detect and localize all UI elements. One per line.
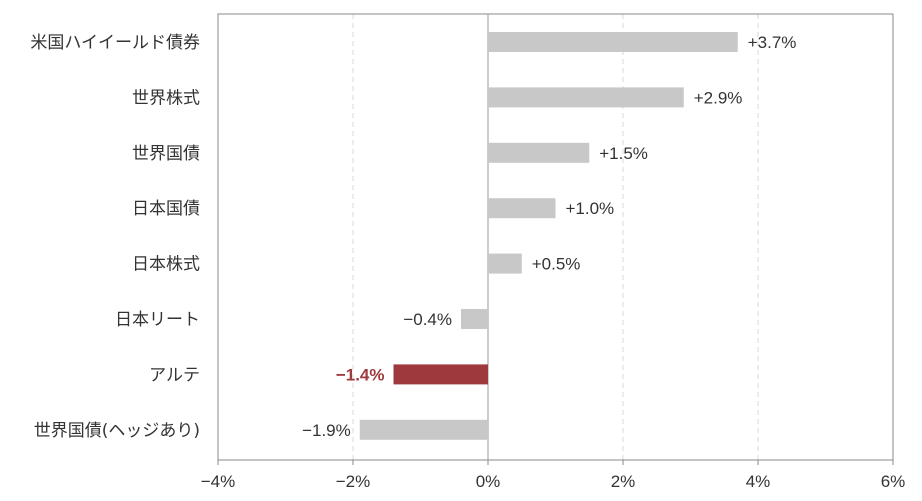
data-label: +3.7% [748,33,797,52]
category-label: 米国ハイイールド債券 [30,33,200,53]
data-label: +2.9% [694,88,743,107]
data-label: −1.9% [302,421,351,440]
x-tick-label: 6% [881,472,906,491]
data-label: +0.5% [532,255,581,274]
bar [359,419,488,440]
x-tick-label: −2% [336,472,371,491]
x-tick-label: −4% [201,472,236,491]
bar [488,32,738,52]
bar [393,364,488,385]
category-label: 日本リート [115,310,200,330]
data-label: −0.4% [403,310,452,329]
data-label: +1.5% [599,144,648,163]
bar [488,87,684,108]
category-label: 世界国債 [132,144,200,164]
category-label: 世界国債(ヘッジあり) [34,421,200,441]
category-label: 日本株式 [132,255,200,275]
bar [488,142,590,163]
data-label: −1.4% [336,365,385,384]
category-label: 日本国債 [132,199,200,219]
bar [488,253,522,274]
category-label: 世界株式 [132,88,200,108]
bar [488,198,556,219]
x-tick-label: 0% [476,472,501,491]
x-tick-label: 4% [746,472,771,491]
category-label: アルテ [149,365,200,385]
data-label: +1.0% [566,199,615,218]
x-tick-label: 2% [611,472,636,491]
plot-frame [217,13,894,461]
bar [461,309,488,329]
